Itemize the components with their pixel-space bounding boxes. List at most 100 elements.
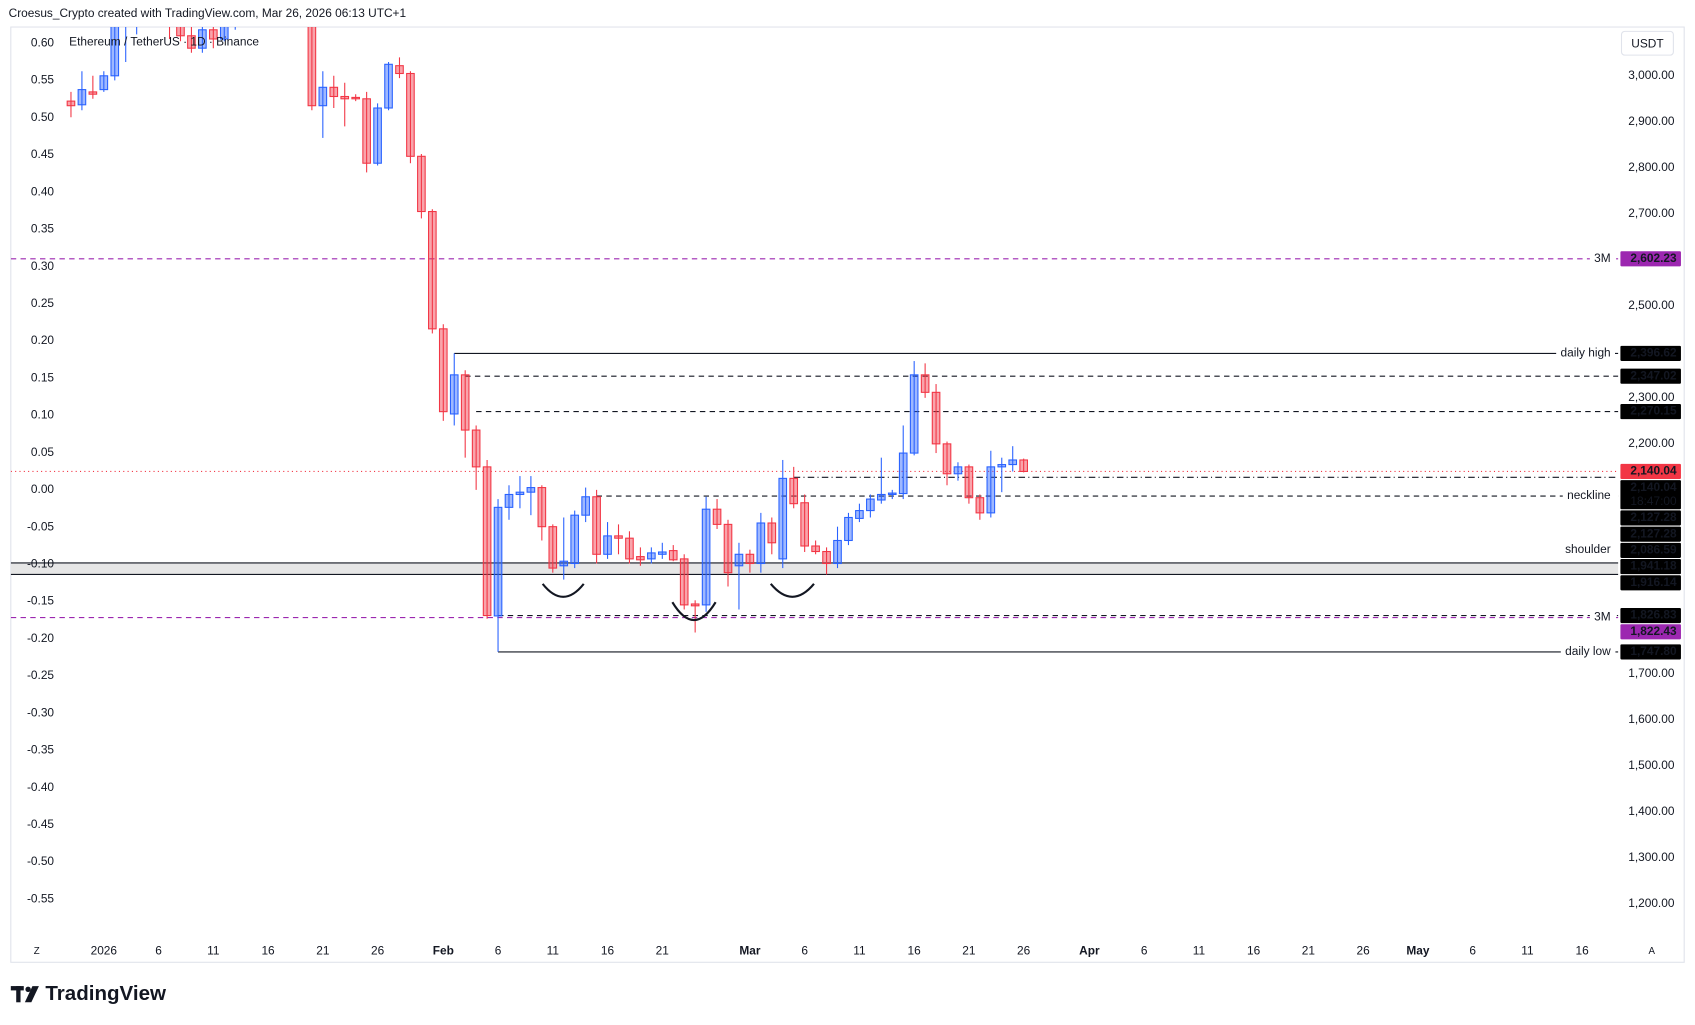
candle-body [449, 374, 459, 415]
y2-tick-label: -0.45 [27, 817, 54, 831]
x-tick-label: 6 [495, 944, 502, 958]
price-label: 1,822.43 [1630, 624, 1677, 638]
logo-part [25, 986, 31, 993]
candle-body [734, 553, 744, 567]
candle-body [351, 96, 361, 100]
candle-body [559, 560, 569, 567]
y-tick-label: 2,700.00 [1628, 206, 1675, 220]
candle-body [657, 551, 667, 555]
level-name: shoulder [1565, 542, 1611, 556]
x-tick-label: Mar [739, 944, 760, 958]
candle-body [833, 539, 842, 565]
candle-body [99, 75, 109, 91]
y-tick-label: 1,300.00 [1628, 850, 1675, 864]
level-name: neckline [1567, 488, 1611, 502]
y2-tick-label: 0.20 [31, 333, 55, 347]
price-label: 2,127.28 [1630, 510, 1677, 524]
y2-tick-label: 0.25 [31, 296, 55, 310]
x-tick-label: 16 [1576, 944, 1590, 958]
logo-part [24, 986, 39, 1003]
level-name: 3M [1594, 251, 1610, 265]
y-tick-label: 2,300.00 [1628, 390, 1675, 404]
candle-body [307, 27, 317, 107]
x-tick-label: Feb [433, 944, 454, 958]
y-tick-label: 2,500.00 [1628, 298, 1675, 312]
x-tick-label: 26 [371, 944, 385, 958]
price-label-box [1620, 575, 1681, 591]
arc [769, 583, 815, 598]
price-label: 1,747.80 [1630, 644, 1677, 658]
candle-body [909, 374, 919, 454]
candle-body [1019, 459, 1028, 472]
candle-body [800, 502, 809, 547]
candle-body [647, 552, 656, 560]
candle-body [1008, 459, 1018, 466]
candle-body [438, 328, 448, 413]
x-tick-label: 2026 [91, 944, 118, 958]
scale-toggle[interactable]: Z [34, 946, 40, 957]
candle-body [876, 493, 886, 501]
arc [541, 583, 585, 598]
level-name-bg [1560, 642, 1616, 660]
x-tick-label: May [1406, 944, 1429, 958]
currency-box[interactable] [1620, 30, 1674, 56]
y2-tick-label: -0.35 [27, 743, 54, 757]
price-label: 2,396.62 [1630, 346, 1677, 360]
x-tick-label: 6 [1469, 944, 1476, 958]
price-label-box [1620, 559, 1681, 575]
y2-tick-label: 0.55 [31, 73, 55, 87]
y2-tick-label: -0.25 [27, 668, 54, 682]
candle-body [187, 35, 196, 49]
x-tick-label: 6 [801, 944, 808, 958]
y-tick-label: 2,200.00 [1628, 436, 1675, 450]
candle-body [88, 91, 98, 95]
candle-body [384, 63, 393, 109]
x-tick-label: 16 [1247, 944, 1261, 958]
y-tick-label: 1,500.00 [1628, 758, 1675, 772]
y2-tick-label: 0.45 [31, 147, 55, 161]
x-tick-label: 16 [261, 944, 275, 958]
price-label-box [1620, 607, 1681, 624]
auto-scale-toggle[interactable]: A [1649, 946, 1656, 957]
candle-body [362, 98, 371, 164]
candle-body [482, 466, 492, 617]
y2-tick-label: -0.20 [27, 631, 54, 645]
x-tick-label: 26 [1357, 944, 1371, 958]
level-name: daily high [1561, 346, 1611, 360]
x-tick-label: 11 [207, 944, 220, 958]
zone [10, 562, 1619, 575]
x-tick-label: 21 [656, 944, 670, 958]
x-tick-label: 6 [1141, 944, 1148, 958]
y2-tick-label: 0.15 [31, 370, 55, 384]
candle-body [855, 510, 864, 519]
candle-body [986, 466, 996, 514]
y-tick-label: 1,600.00 [1628, 712, 1675, 726]
price-label-box [1620, 251, 1681, 267]
candle-body [723, 523, 733, 574]
y-tick-label: 2,800.00 [1628, 160, 1675, 174]
x-tick-label: 6 [155, 944, 162, 958]
candle-body [340, 95, 350, 100]
candle-body [209, 29, 218, 40]
candle-body [515, 491, 525, 496]
y2-tick-label: 0.40 [31, 184, 55, 198]
countdown: 18:47:00 [1630, 494, 1677, 508]
price-label-box [1620, 463, 1681, 480]
y2-tick-label: -0.50 [27, 854, 54, 868]
candle-body [822, 550, 831, 565]
x-tick-label: 11 [547, 944, 560, 958]
currency[interactable]: USDT [1631, 36, 1663, 50]
candle-body [975, 497, 985, 514]
candle-body [887, 492, 897, 496]
price-label: 1,916.14 [1630, 575, 1677, 589]
x-tick-label: 21 [1302, 944, 1316, 958]
y2-tick-label: -0.05 [27, 519, 54, 533]
pattern-arcs [541, 583, 815, 621]
y2-tick-label: 0.30 [31, 259, 55, 273]
candle-body [712, 508, 722, 525]
level-name: 3M [1594, 610, 1610, 624]
candle-body [603, 535, 612, 555]
attribution: Croesus_Crypto created with TradingView.… [9, 6, 407, 20]
